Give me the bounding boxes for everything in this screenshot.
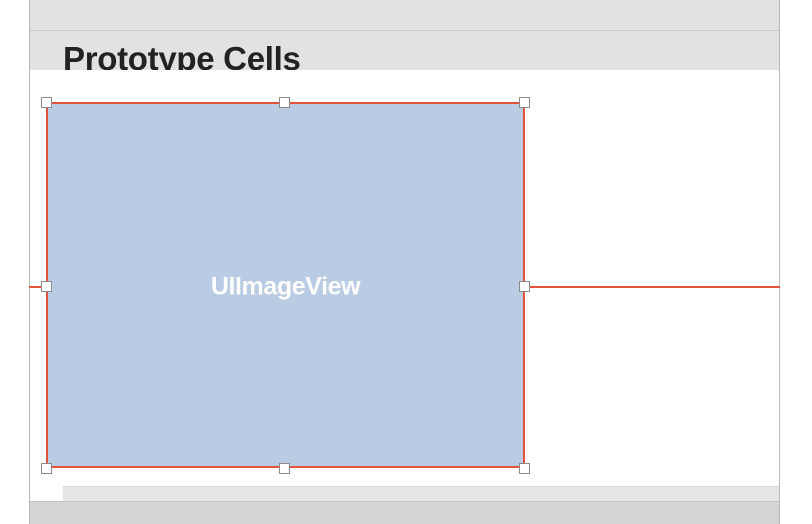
resize-handle-bottom-left[interactable] xyxy=(41,463,52,474)
resize-handle-bottom-right[interactable] xyxy=(519,463,530,474)
resize-handle-top-left[interactable] xyxy=(41,97,52,108)
section-footer xyxy=(30,486,779,502)
resize-handle-bottom-center[interactable] xyxy=(279,463,290,474)
resize-handle-top-right[interactable] xyxy=(519,97,530,108)
resize-handle-top-center[interactable] xyxy=(279,97,290,108)
bottom-bar xyxy=(30,501,779,524)
image-view-label: UIImageView xyxy=(210,272,361,301)
resize-handle-middle-right[interactable] xyxy=(519,281,530,292)
cell-separator-inset xyxy=(30,486,63,501)
section-header: Prototype Cells xyxy=(30,31,779,77)
resize-handle-middle-left[interactable] xyxy=(41,281,52,292)
top-section-strip xyxy=(30,0,779,31)
